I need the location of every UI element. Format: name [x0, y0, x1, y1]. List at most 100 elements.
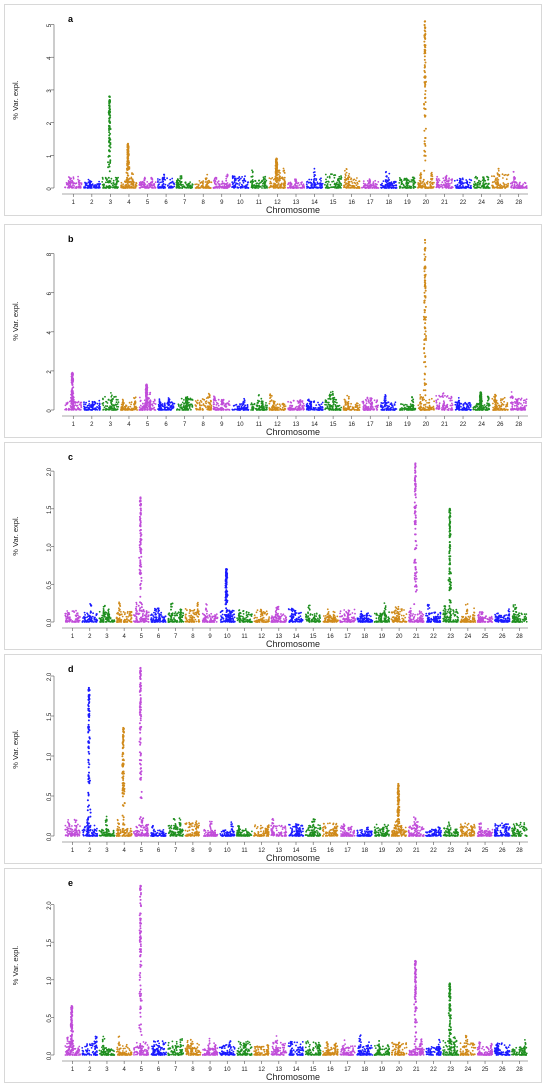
snp-point	[344, 169, 346, 172]
peak-point	[425, 383, 428, 386]
snp-point	[67, 176, 70, 178]
snp-point	[225, 179, 228, 182]
snp-point	[426, 409, 428, 411]
peak-point	[423, 361, 425, 364]
snp-point	[217, 404, 220, 407]
snp-point	[270, 178, 272, 180]
snp-point	[234, 408, 237, 411]
snp-point	[390, 408, 393, 411]
peak-point	[424, 30, 427, 33]
snp-point	[294, 186, 297, 189]
snp-point	[191, 185, 193, 188]
snp-point	[526, 187, 528, 189]
snp-point	[115, 395, 117, 398]
snp-point	[202, 180, 205, 182]
peak-point	[424, 38, 427, 40]
peak-point	[108, 170, 111, 173]
snp-point	[474, 176, 477, 179]
snp-point	[418, 186, 421, 188]
peak-point	[275, 164, 278, 166]
snp-point	[409, 406, 412, 408]
y-tick-label: 5	[47, 23, 53, 27]
snp-point	[413, 177, 416, 180]
snp-point	[456, 401, 459, 404]
x-tick-label: 13	[293, 200, 300, 206]
snp-point	[338, 404, 341, 407]
snp-point	[199, 406, 201, 409]
snp-point	[167, 403, 170, 406]
snp-point	[139, 396, 141, 399]
snp-point	[213, 406, 216, 409]
snp-point	[69, 178, 71, 181]
snp-point	[486, 185, 489, 187]
snp-point	[332, 397, 334, 400]
peak-point	[108, 113, 111, 116]
snp-point	[324, 183, 326, 186]
peak-point	[70, 379, 73, 382]
snp-point	[349, 405, 352, 408]
snp-point	[450, 187, 452, 189]
snp-point	[256, 404, 259, 407]
snp-point	[469, 409, 471, 411]
snp-point	[303, 404, 305, 407]
snp-point	[305, 183, 308, 186]
snp-point	[347, 404, 349, 406]
snp-point	[422, 408, 425, 411]
snp-point	[251, 182, 254, 185]
snp-point	[225, 177, 228, 180]
snp-point	[143, 184, 146, 186]
snp-point	[356, 177, 358, 179]
snp-point	[367, 406, 370, 409]
peak-point	[127, 161, 129, 164]
peak-point	[126, 153, 129, 156]
snp-point	[350, 408, 353, 411]
snp-point	[406, 183, 408, 186]
snp-point	[244, 186, 247, 189]
snp-point	[507, 173, 510, 176]
snp-point	[223, 184, 226, 187]
snp-point	[296, 405, 298, 408]
snp-point	[105, 408, 108, 411]
x-tick-label: 7	[183, 200, 187, 206]
snp-point	[408, 180, 411, 183]
snp-point	[109, 406, 112, 409]
snp-point	[393, 184, 395, 187]
snp-point	[199, 187, 202, 189]
snp-point	[366, 180, 369, 182]
snp-point	[331, 407, 334, 409]
snp-point	[387, 179, 390, 182]
snp-point	[301, 407, 304, 409]
snp-point	[333, 176, 336, 179]
snp-point	[375, 186, 378, 189]
snp-point	[425, 399, 427, 402]
snp-point	[497, 173, 499, 176]
snp-point	[355, 184, 358, 187]
snp-point	[171, 403, 174, 406]
snp-point	[511, 183, 514, 185]
snp-point	[440, 183, 443, 186]
snp-point	[209, 408, 212, 411]
x-tick-label: 1	[72, 200, 76, 206]
snp-point	[455, 408, 457, 411]
snp-point	[257, 187, 260, 189]
snp-point	[424, 408, 426, 411]
peak-point	[423, 352, 426, 355]
snp-point	[437, 406, 440, 408]
snp-point	[128, 401, 131, 404]
peak-point	[108, 163, 110, 166]
x-tick-label: 24	[478, 200, 485, 206]
snp-point	[246, 406, 249, 409]
snp-point	[244, 180, 247, 183]
snp-point	[198, 180, 201, 182]
snp-point	[319, 182, 322, 184]
snp-point	[289, 181, 292, 184]
snp-point	[130, 401, 133, 404]
snp-point	[382, 402, 385, 404]
snp-point	[276, 408, 279, 410]
snp-point	[516, 183, 519, 186]
peak-point	[423, 276, 426, 279]
x-tick-label: 19	[404, 200, 411, 206]
snp-point	[350, 402, 352, 405]
snp-point	[284, 408, 287, 410]
snp-point	[223, 182, 226, 185]
